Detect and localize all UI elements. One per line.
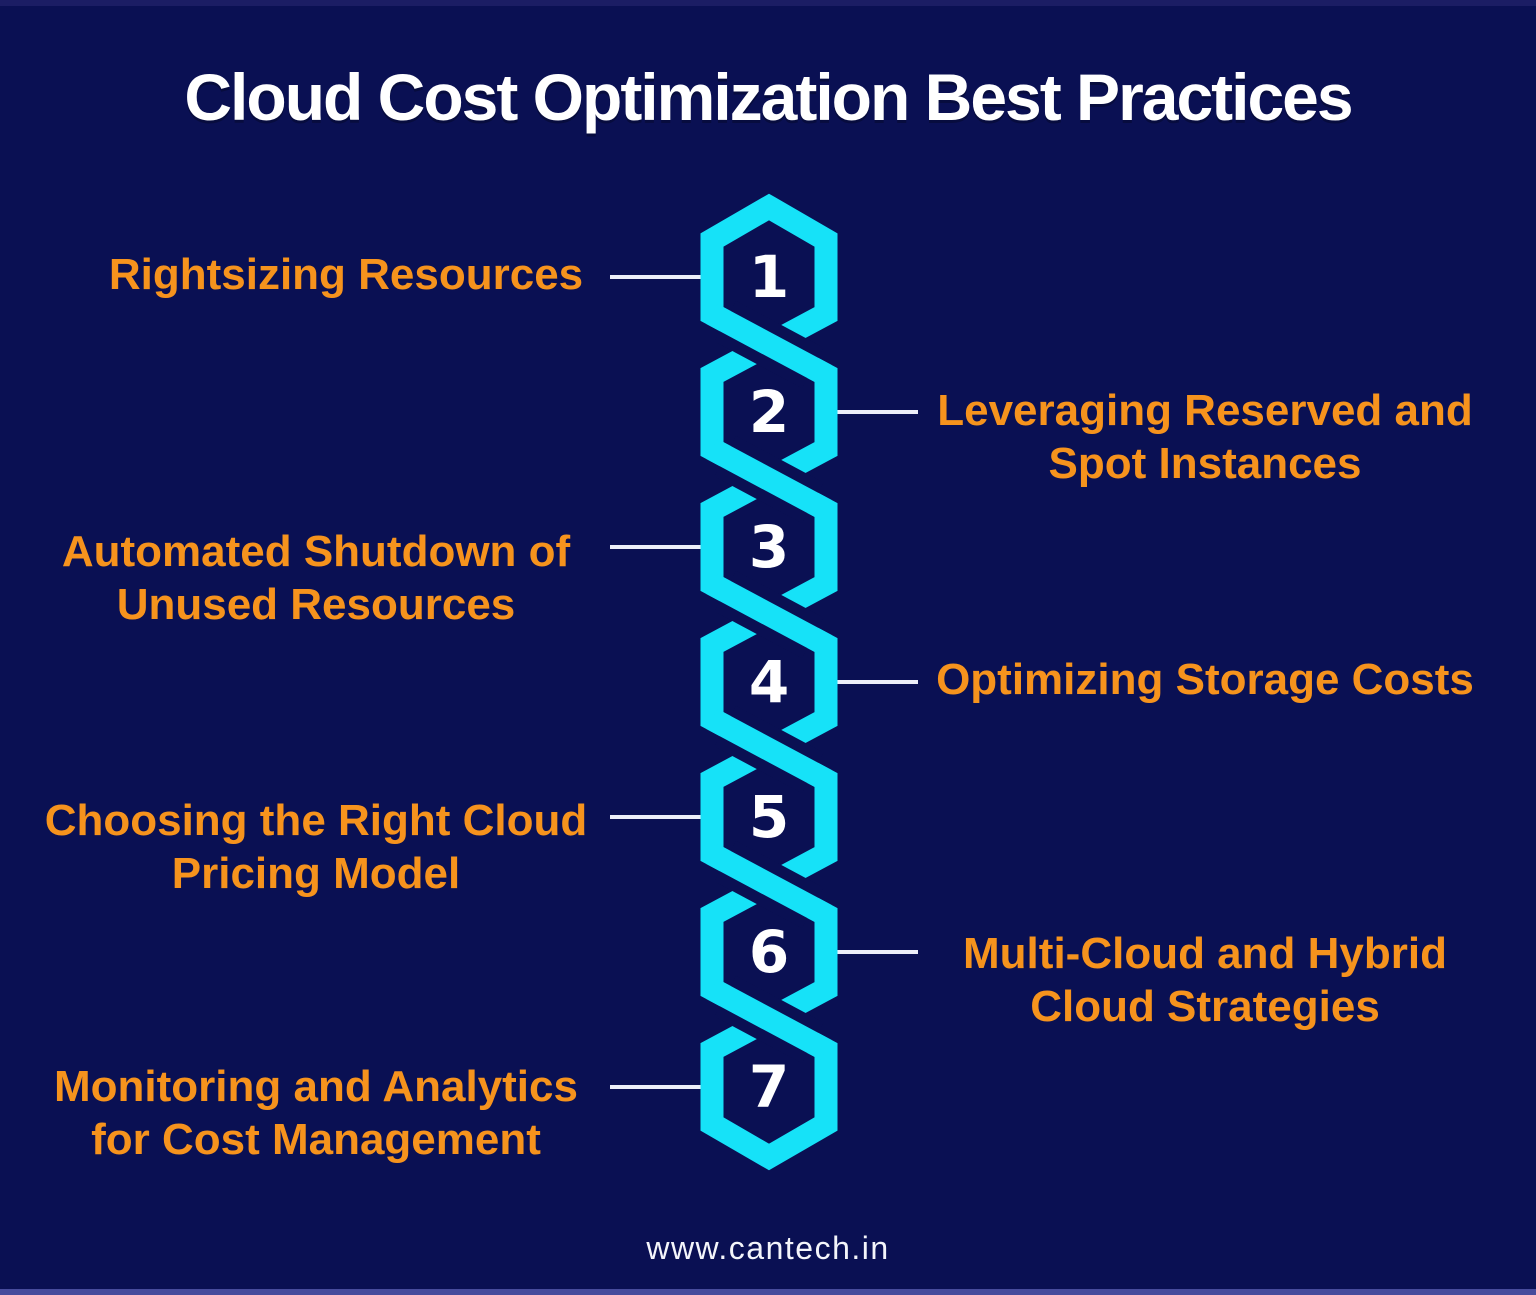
weave-halo-3 bbox=[714, 570, 824, 659]
hexagon-number-3: 3 bbox=[748, 513, 790, 581]
weave-over-3 bbox=[706, 573, 832, 656]
page-title: Cloud Cost Optimization Best Practices bbox=[184, 60, 1353, 134]
step-label-3: Automated Shutdown of Unused Resources bbox=[16, 525, 616, 631]
step-label-2: Leveraging Reserved and Spot Instances bbox=[905, 384, 1505, 490]
hexagon-number-7: 7 bbox=[748, 1053, 790, 1121]
step-label-line: Monitoring and Analytics bbox=[54, 1062, 578, 1111]
step-label-line: Automated Shutdown of bbox=[61, 527, 571, 576]
weave-halo-4 bbox=[714, 705, 824, 794]
weave-halo-5 bbox=[714, 840, 824, 929]
hexagon-number-4: 4 bbox=[748, 648, 790, 716]
weave-over-6 bbox=[706, 978, 832, 1061]
top-border-strip bbox=[0, 0, 1536, 6]
step-label-line: Pricing Model bbox=[171, 849, 461, 898]
step-label-line: Choosing the Right Cloud bbox=[44, 796, 588, 845]
weave-halo-2 bbox=[714, 435, 824, 524]
weave-halo-1 bbox=[714, 300, 824, 389]
website-url: www.cantech.in bbox=[646, 1230, 890, 1266]
weave-over-1 bbox=[706, 303, 832, 386]
hexagon-number-5: 5 bbox=[748, 783, 790, 851]
step-label-7: Monitoring and Analytics for Cost Manage… bbox=[16, 1060, 616, 1166]
step-label-line: Multi-Cloud and Hybrid bbox=[963, 929, 1447, 978]
step-label-line: Optimizing Storage Costs bbox=[936, 655, 1474, 704]
step-label-4: Optimizing Storage Costs bbox=[905, 653, 1505, 706]
weave-over-5 bbox=[706, 843, 832, 926]
step-label-line: for Cost Management bbox=[91, 1115, 541, 1164]
hexagon-number-2: 2 bbox=[748, 378, 790, 446]
step-label-line: Unused Resources bbox=[116, 580, 516, 629]
weave-over-2 bbox=[706, 438, 832, 521]
step-label-line: Cloud Strategies bbox=[1030, 982, 1380, 1031]
weave-over-4 bbox=[706, 708, 832, 791]
weave-halo-6 bbox=[714, 975, 824, 1064]
step-label-line: Rightsizing Resources bbox=[108, 250, 584, 299]
step-label-line: Leveraging Reserved and bbox=[937, 386, 1473, 435]
step-label-1: Rightsizing Resources bbox=[46, 248, 646, 301]
hexagon-number-1: 1 bbox=[748, 243, 790, 311]
step-label-6: Multi-Cloud and Hybrid Cloud Strategies bbox=[905, 927, 1505, 1033]
step-label-5: Choosing the Right Cloud Pricing Model bbox=[16, 794, 616, 900]
bottom-border-strip bbox=[0, 1289, 1536, 1295]
hexagon-number-6: 6 bbox=[748, 918, 790, 986]
step-label-line: Spot Instances bbox=[1048, 439, 1362, 488]
